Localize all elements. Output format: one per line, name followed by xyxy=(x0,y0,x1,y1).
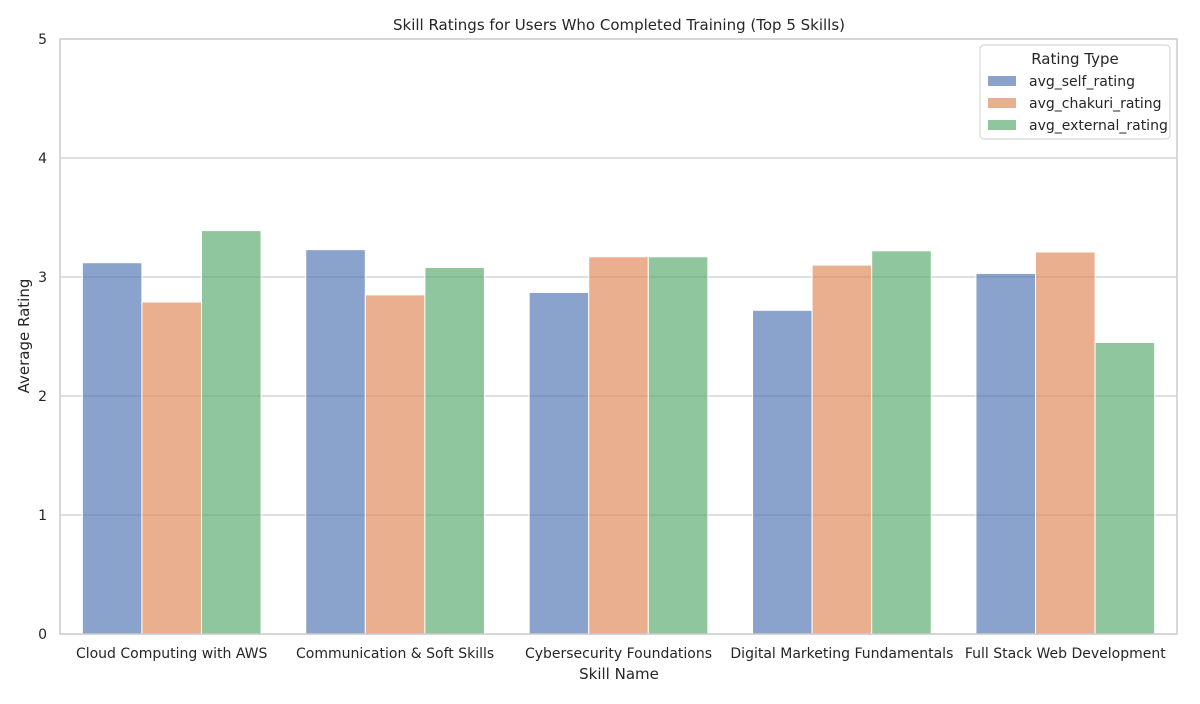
bar-avg-chakuri-rating xyxy=(811,264,873,635)
bar-avg-external-rating xyxy=(647,256,709,635)
legend-item-label: avg_chakuri_rating xyxy=(1029,96,1162,112)
y-tick-label: 3 xyxy=(38,270,47,286)
y-axis-label: Average Rating xyxy=(15,279,33,394)
bars xyxy=(81,230,1156,635)
legend-title: Rating Type xyxy=(1031,50,1119,68)
x-tick-label: Cloud Computing with AWS xyxy=(76,646,268,662)
x-tick-labels: Cloud Computing with AWS Communication & … xyxy=(76,646,1166,662)
bar-avg-chakuri-rating xyxy=(588,256,649,635)
x-tick-label: Communication & Soft Skills xyxy=(296,646,494,662)
bar-avg-self-rating xyxy=(305,249,366,635)
y-tick-label: 2 xyxy=(38,389,47,405)
x-tick-label: Digital Marketing Fundamentals xyxy=(730,646,953,662)
y-tick-label: 0 xyxy=(38,627,47,643)
legend-item-label: avg_self_rating xyxy=(1029,74,1135,90)
legend-item-label: avg_external_rating xyxy=(1029,118,1168,134)
bar-avg-chakuri-rating xyxy=(1035,251,1096,635)
legend-swatch xyxy=(988,120,1016,130)
bar-avg-self-rating xyxy=(975,272,1037,635)
bar-avg-external-rating xyxy=(1094,341,1156,635)
legend-box xyxy=(979,44,1171,140)
bar-avg-external-rating xyxy=(200,230,262,635)
legend-swatch xyxy=(988,98,1016,108)
legend-items: avg_self_rating avg_chakuri_rating avg_ext… xyxy=(988,74,1168,134)
y-tick-labels: 0 1 2 3 4 5 xyxy=(38,32,47,643)
bar-avg-self-rating xyxy=(81,262,143,635)
plot-frame xyxy=(59,38,1178,635)
bar-avg-self-rating xyxy=(752,309,813,635)
chart-title: Skill Ratings for Users Who Completed Tr… xyxy=(393,16,845,34)
bar-avg-chakuri-rating xyxy=(141,301,202,635)
x-axis-label: Skill Name xyxy=(579,665,659,683)
y-tick-label: 5 xyxy=(38,32,47,48)
x-tick-label: Cybersecurity Foundations xyxy=(525,646,712,662)
y-tick-label: 4 xyxy=(38,151,47,167)
legend: Rating Type avg_self_rating avg_chakuri_r… xyxy=(979,44,1171,140)
bar-avg-external-rating xyxy=(424,266,485,635)
x-tick-label: Full Stack Web Development xyxy=(965,646,1166,662)
bar-avg-chakuri-rating xyxy=(364,294,426,635)
bar-avg-external-rating xyxy=(871,250,932,635)
bar-avg-self-rating xyxy=(528,291,590,635)
legend-swatch xyxy=(988,76,1016,86)
y-tick-label: 1 xyxy=(38,508,47,524)
